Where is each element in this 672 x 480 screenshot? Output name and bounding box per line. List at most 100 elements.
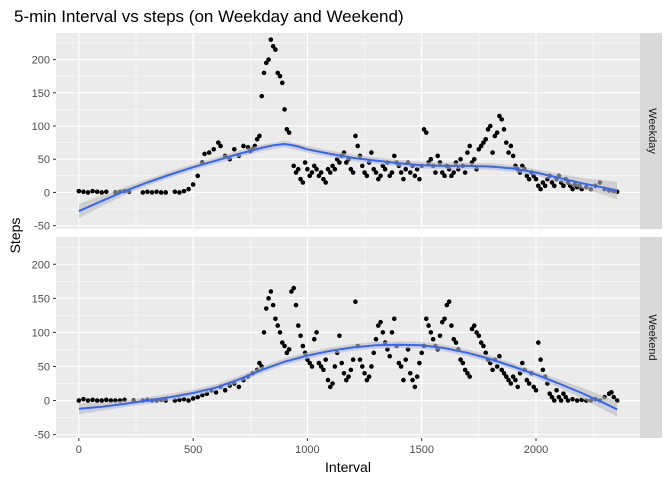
data-point <box>503 140 509 145</box>
data-point <box>158 190 164 195</box>
data-point <box>181 188 187 194</box>
data-point <box>417 176 422 182</box>
data-point <box>487 123 493 129</box>
data-point <box>295 323 301 328</box>
data-point <box>535 340 541 345</box>
data-point <box>140 190 146 195</box>
data-point <box>444 302 450 308</box>
data-point <box>186 186 191 192</box>
data-point <box>339 360 345 366</box>
data-point <box>307 360 313 366</box>
data-point <box>433 170 438 175</box>
data-point <box>355 143 361 149</box>
data-point <box>325 377 331 383</box>
data-point <box>378 319 383 325</box>
data-point <box>337 333 342 339</box>
data-point <box>190 396 196 401</box>
data-point <box>403 357 409 362</box>
data-point <box>540 180 546 185</box>
data-point <box>231 146 237 152</box>
data-point <box>215 140 221 145</box>
data-point <box>81 396 86 402</box>
data-point <box>435 153 441 159</box>
y-tick-label: 150 <box>32 88 50 100</box>
data-point <box>403 166 409 172</box>
data-point <box>510 153 516 159</box>
smooth-confidence-band <box>78 341 618 417</box>
data-point <box>295 166 301 172</box>
data-point <box>460 360 466 366</box>
data-point <box>419 350 425 356</box>
data-point <box>549 180 555 185</box>
data-point <box>279 340 285 345</box>
data-point <box>268 289 274 294</box>
facet-strip <box>640 237 662 438</box>
data-point <box>483 137 489 142</box>
data-point <box>469 326 475 332</box>
data-point <box>524 173 530 179</box>
smooth-line <box>78 343 618 411</box>
data-point <box>508 381 514 386</box>
data-point <box>547 391 553 397</box>
data-point <box>291 285 297 291</box>
facet-panels: -50 0 50 100 150 200 Weekday -50 0 50 100 150 200 Wee… <box>32 33 662 442</box>
data-point <box>538 186 543 192</box>
x-tick-label: 0 <box>76 444 82 456</box>
data-point <box>343 377 349 383</box>
data-point <box>465 370 470 376</box>
data-point <box>298 176 303 182</box>
data-point <box>515 384 521 390</box>
data-point <box>279 80 285 86</box>
data-point <box>273 47 278 52</box>
panel-weekday: -50 0 50 100 150 200 Weekday <box>32 33 662 233</box>
data-point <box>471 156 477 162</box>
data-point <box>531 384 537 390</box>
facet-strip-label: Weekend <box>646 314 658 360</box>
data-point <box>309 170 315 175</box>
data-point <box>362 170 367 175</box>
data-point <box>300 343 306 349</box>
data-point <box>85 398 91 403</box>
data-point <box>293 170 299 175</box>
data-point <box>428 330 434 335</box>
data-point <box>273 316 278 322</box>
data-point <box>465 150 470 155</box>
data-point <box>261 330 267 335</box>
data-point <box>330 163 335 169</box>
data-point <box>300 180 306 185</box>
data-point <box>490 367 495 373</box>
data-point <box>305 166 310 172</box>
data-point <box>369 150 374 155</box>
data-point <box>291 163 297 169</box>
data-point <box>218 143 223 149</box>
data-point <box>327 384 333 390</box>
data-point <box>428 156 434 162</box>
data-point <box>458 156 463 162</box>
data-point <box>476 146 482 152</box>
data-point <box>286 347 292 352</box>
y-tick-label: 100 <box>32 121 50 133</box>
data-point <box>94 398 100 403</box>
data-point <box>538 357 543 362</box>
data-point <box>186 398 191 403</box>
data-point <box>439 319 445 325</box>
data-point <box>332 166 338 172</box>
data-point <box>481 140 486 145</box>
data-point <box>99 190 105 195</box>
chart-title: 5-min Interval vs steps (on Weekday and … <box>14 7 404 26</box>
data-point <box>398 364 404 369</box>
data-point <box>533 176 539 182</box>
data-point <box>103 189 109 195</box>
x-tick-label: 500 <box>184 444 202 456</box>
data-point <box>373 336 379 342</box>
data-point <box>353 299 358 305</box>
data-point <box>270 302 276 308</box>
data-point <box>551 398 557 403</box>
data-point <box>407 370 413 376</box>
data-point <box>551 183 557 189</box>
data-point <box>321 367 326 373</box>
data-point <box>570 396 575 402</box>
y-tick-label: 200 <box>32 259 50 271</box>
data-point <box>565 398 571 403</box>
data-point <box>497 353 502 359</box>
